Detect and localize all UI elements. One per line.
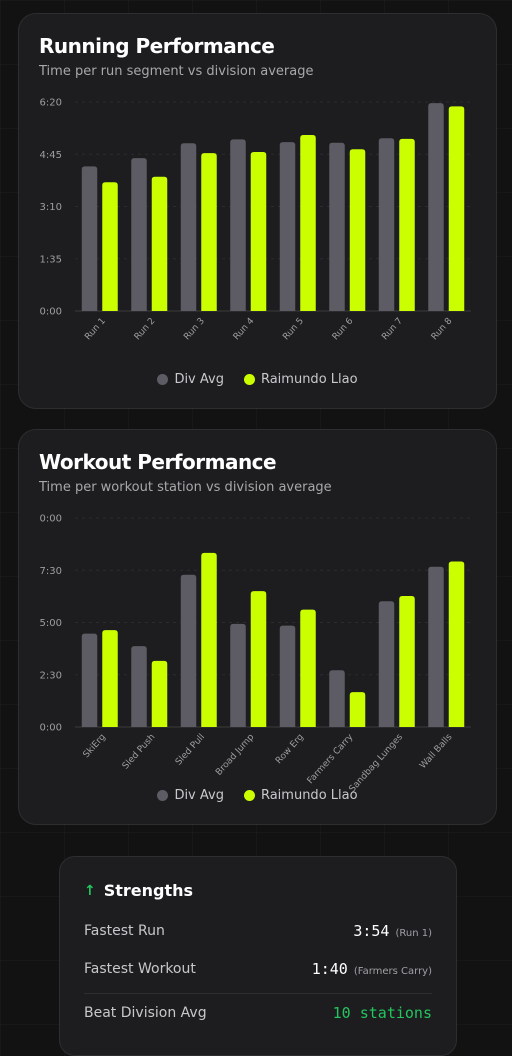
y-tick-label: 2:30 [40,670,62,681]
bar-athlete[interactable] [399,596,415,727]
x-tick-label: Run 3 [182,316,207,342]
arrow-up-icon: ↑ [84,882,96,899]
y-tick-label: 0:00 [40,514,62,525]
bar-div-avg[interactable] [378,138,395,311]
bar-athlete[interactable] [349,692,366,727]
div-avg-swatch [157,790,169,801]
x-tick-label: Wall Balls [418,732,454,771]
workout-chart-legend: Div Avg Raimundo Llao [19,788,496,803]
bar-div-avg[interactable] [428,103,444,311]
x-tick-label: Run 1 [83,316,108,342]
strengths-card: ↑ Strengths Fastest Run 3:54 (Run 1) Fas… [59,856,457,1056]
workout-performance-card: Workout Performance Time per workout sta… [18,429,497,825]
bar-div-avg[interactable] [329,670,345,727]
bar-div-avg[interactable] [279,625,296,727]
x-tick-label: Broad Jump [214,732,256,778]
bar-div-avg[interactable] [180,143,197,311]
x-tick-label: Sled Pull [174,732,207,767]
div-avg-swatch [157,374,169,385]
legend-div-avg[interactable]: Div Avg [157,372,224,387]
bar-athlete[interactable] [349,149,366,311]
bar-div-avg[interactable] [428,566,444,727]
bar-athlete[interactable] [448,561,465,727]
bar-athlete[interactable] [102,630,118,727]
athlete-swatch [243,374,255,385]
bar-div-avg[interactable] [131,158,147,311]
legend-div-avg[interactable]: Div Avg [157,788,224,803]
strength-value: 10 stations [332,1004,432,1022]
y-tick-label: 4:45 [40,150,62,161]
legend-athlete-label: Raimundo Llao [260,788,358,803]
bar-div-avg[interactable] [131,646,147,727]
bar-athlete[interactable] [201,552,217,727]
athlete-swatch [243,790,255,801]
y-tick-label: 3:10 [40,202,62,213]
y-tick-label: 5:00 [40,618,62,629]
strength-label: Fastest Workout [84,961,196,977]
running-bar-chart: 0:00 1:35 3:10 4:45 6:20 Run 1 Run 2 Run 3 Run 4… [40,98,471,342]
bar-div-avg[interactable] [329,142,345,311]
strength-note: (Farmers Carry) [353,966,432,977]
y-tick-label: 6:20 [40,98,62,109]
y-tick-label: 0:00 [40,307,62,318]
workout-bar-chart: 0:00 2:30 5:00 7:30 0:00 SkiErg Sled Push Sled … [40,514,471,794]
strength-value: 3:54 [353,922,390,940]
legend-athlete-label: Raimundo Llao [260,372,358,387]
strength-value: 1:40 [311,960,348,978]
bar-div-avg[interactable] [81,166,98,311]
legend-div-avg-label: Div Avg [174,372,224,387]
strengths-title: Strengths [103,881,194,900]
bar-athlete[interactable] [250,152,267,311]
bar-athlete[interactable] [399,138,415,311]
legend-athlete[interactable]: Raimundo Llao [243,788,358,803]
running-chart-subtitle: Time per run segment vs division average [39,64,314,79]
strength-label: Beat Division Avg [84,1005,207,1021]
bar-div-avg[interactable] [180,574,197,727]
y-tick-label: 0:00 [40,723,62,734]
x-tick-label: Run 4 [232,316,257,342]
bar-athlete[interactable] [300,135,316,311]
x-tick-label: Sled Push [121,732,158,771]
bar-div-avg[interactable] [230,623,246,727]
legend-athlete[interactable]: Raimundo Llao [243,372,358,387]
strength-row-beat-division: Beat Division Avg 10 stations [84,1001,432,1025]
workout-chart-title: Workout Performance [39,450,277,474]
x-tick-label: Run 8 [430,316,455,342]
legend-div-avg-label: Div Avg [174,788,224,803]
y-tick-label: 1:35 [40,254,62,265]
strength-note: (Run 1) [395,928,432,939]
bar-div-avg[interactable] [378,601,395,727]
strength-row-fastest-workout: Fastest Workout 1:40 (Farmers Carry) [84,957,432,981]
x-tick-label: Run 2 [133,316,158,342]
bar-athlete[interactable] [250,591,267,727]
bar-athlete[interactable] [151,660,168,727]
x-tick-label: Run 5 [281,316,306,342]
strengths-header: ↑ Strengths [84,881,193,900]
bar-athlete[interactable] [102,182,118,311]
strengths-divider [84,993,432,994]
bar-athlete[interactable] [300,609,316,727]
bar-div-avg[interactable] [230,139,246,311]
running-chart-title: Running Performance [39,34,275,58]
bar-div-avg[interactable] [81,633,98,727]
x-tick-label: Sandbag Lunges [348,732,406,794]
strength-label: Fastest Run [84,923,165,939]
running-chart-legend: Div Avg Raimundo Llao [19,372,496,387]
x-tick-label: Run 7 [380,316,405,342]
x-tick-label: Row Erg [274,732,306,766]
bar-athlete[interactable] [201,153,217,311]
x-tick-label: SkiErg [82,732,108,760]
strength-row-fastest-run: Fastest Run 3:54 (Run 1) [84,919,432,943]
x-tick-label: Farmers Carry [306,732,356,786]
bar-athlete[interactable] [448,106,465,312]
workout-chart-subtitle: Time per workout station vs division ave… [39,480,332,495]
running-performance-card: Running Performance Time per run segment… [18,13,497,409]
x-tick-label: Run 6 [331,316,356,342]
bar-div-avg[interactable] [279,142,296,311]
y-tick-label: 7:30 [40,566,62,577]
bar-athlete[interactable] [151,176,168,311]
